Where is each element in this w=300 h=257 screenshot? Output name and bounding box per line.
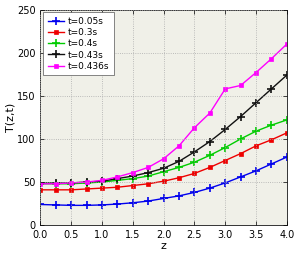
t=0.4s <box>131 177 135 180</box>
t=0.43s <box>193 150 196 153</box>
t=0.43s <box>208 140 211 143</box>
t=0.05s <box>54 203 58 206</box>
t=0.05s <box>39 203 42 206</box>
t=0.05s <box>177 194 181 197</box>
t=0.3s <box>208 166 211 169</box>
t=0.3s <box>177 176 181 179</box>
t=0.05s <box>131 201 135 204</box>
t=0.436s <box>224 87 227 90</box>
t=0.3s <box>131 184 135 187</box>
t=0.436s <box>270 57 273 60</box>
t=0.05s <box>193 191 196 194</box>
t=0.4s <box>285 118 289 122</box>
Line: t=0.05s: t=0.05s <box>36 153 291 209</box>
t=0.4s <box>85 181 88 185</box>
t=0.3s <box>69 188 73 191</box>
t=0.05s <box>270 162 273 166</box>
t=0.05s <box>100 203 104 206</box>
X-axis label: z: z <box>161 241 167 251</box>
t=0.436s <box>85 180 88 183</box>
Line: t=0.43s: t=0.43s <box>36 71 291 187</box>
t=0.4s <box>100 180 104 183</box>
t=0.4s <box>116 179 119 182</box>
t=0.43s <box>285 74 289 77</box>
t=0.3s <box>239 152 242 155</box>
t=0.3s <box>54 188 58 191</box>
t=0.436s <box>208 112 211 115</box>
t=0.4s <box>54 182 58 185</box>
t=0.436s <box>162 157 165 160</box>
t=0.43s <box>239 115 242 118</box>
t=0.43s <box>254 101 258 104</box>
t=0.43s <box>224 128 227 131</box>
t=0.4s <box>239 137 242 141</box>
t=0.05s <box>239 175 242 178</box>
t=0.43s <box>146 171 150 174</box>
t=0.3s <box>193 172 196 175</box>
t=0.05s <box>254 169 258 172</box>
Line: t=0.4s: t=0.4s <box>36 116 291 188</box>
t=0.43s <box>39 181 42 185</box>
t=0.4s <box>254 130 258 133</box>
t=0.4s <box>146 175 150 178</box>
t=0.3s <box>39 188 42 191</box>
t=0.43s <box>69 181 73 185</box>
t=0.05s <box>146 199 150 203</box>
t=0.05s <box>85 204 88 207</box>
t=0.43s <box>162 167 165 170</box>
t=0.436s <box>193 126 196 129</box>
t=0.43s <box>100 180 104 183</box>
t=0.3s <box>270 138 273 141</box>
t=0.436s <box>285 42 289 45</box>
t=0.43s <box>270 87 273 90</box>
t=0.43s <box>85 180 88 183</box>
t=0.3s <box>285 131 289 134</box>
Y-axis label: T(z,t): T(z,t) <box>6 103 16 132</box>
t=0.3s <box>254 144 258 147</box>
t=0.4s <box>208 154 211 157</box>
t=0.4s <box>69 182 73 185</box>
t=0.05s <box>116 203 119 206</box>
t=0.436s <box>146 166 150 169</box>
t=0.43s <box>54 181 58 185</box>
t=0.436s <box>254 71 258 74</box>
t=0.43s <box>177 160 181 163</box>
t=0.43s <box>131 175 135 178</box>
t=0.436s <box>100 179 104 182</box>
t=0.3s <box>116 186 119 189</box>
t=0.4s <box>193 161 196 164</box>
t=0.3s <box>146 182 150 185</box>
t=0.3s <box>85 187 88 190</box>
t=0.05s <box>208 187 211 190</box>
t=0.436s <box>54 182 58 185</box>
t=0.4s <box>270 124 273 127</box>
t=0.436s <box>131 171 135 174</box>
t=0.436s <box>39 182 42 185</box>
t=0.3s <box>100 187 104 190</box>
Line: t=0.3s: t=0.3s <box>38 131 289 192</box>
t=0.436s <box>69 181 73 185</box>
t=0.4s <box>177 166 181 169</box>
t=0.436s <box>177 144 181 147</box>
t=0.3s <box>224 159 227 162</box>
t=0.05s <box>285 155 289 159</box>
t=0.436s <box>116 175 119 178</box>
Line: t=0.436s: t=0.436s <box>38 42 289 186</box>
t=0.3s <box>162 180 165 183</box>
Legend: t=0.05s, t=0.3s, t=0.4s, t=0.43s, t=0.436s: t=0.05s, t=0.3s, t=0.4s, t=0.43s, t=0.43… <box>43 12 113 75</box>
t=0.43s <box>116 177 119 180</box>
t=0.4s <box>224 146 227 149</box>
t=0.436s <box>239 84 242 87</box>
t=0.4s <box>162 170 165 173</box>
t=0.05s <box>224 181 227 185</box>
t=0.4s <box>39 182 42 185</box>
t=0.05s <box>162 197 165 200</box>
t=0.05s <box>69 204 73 207</box>
